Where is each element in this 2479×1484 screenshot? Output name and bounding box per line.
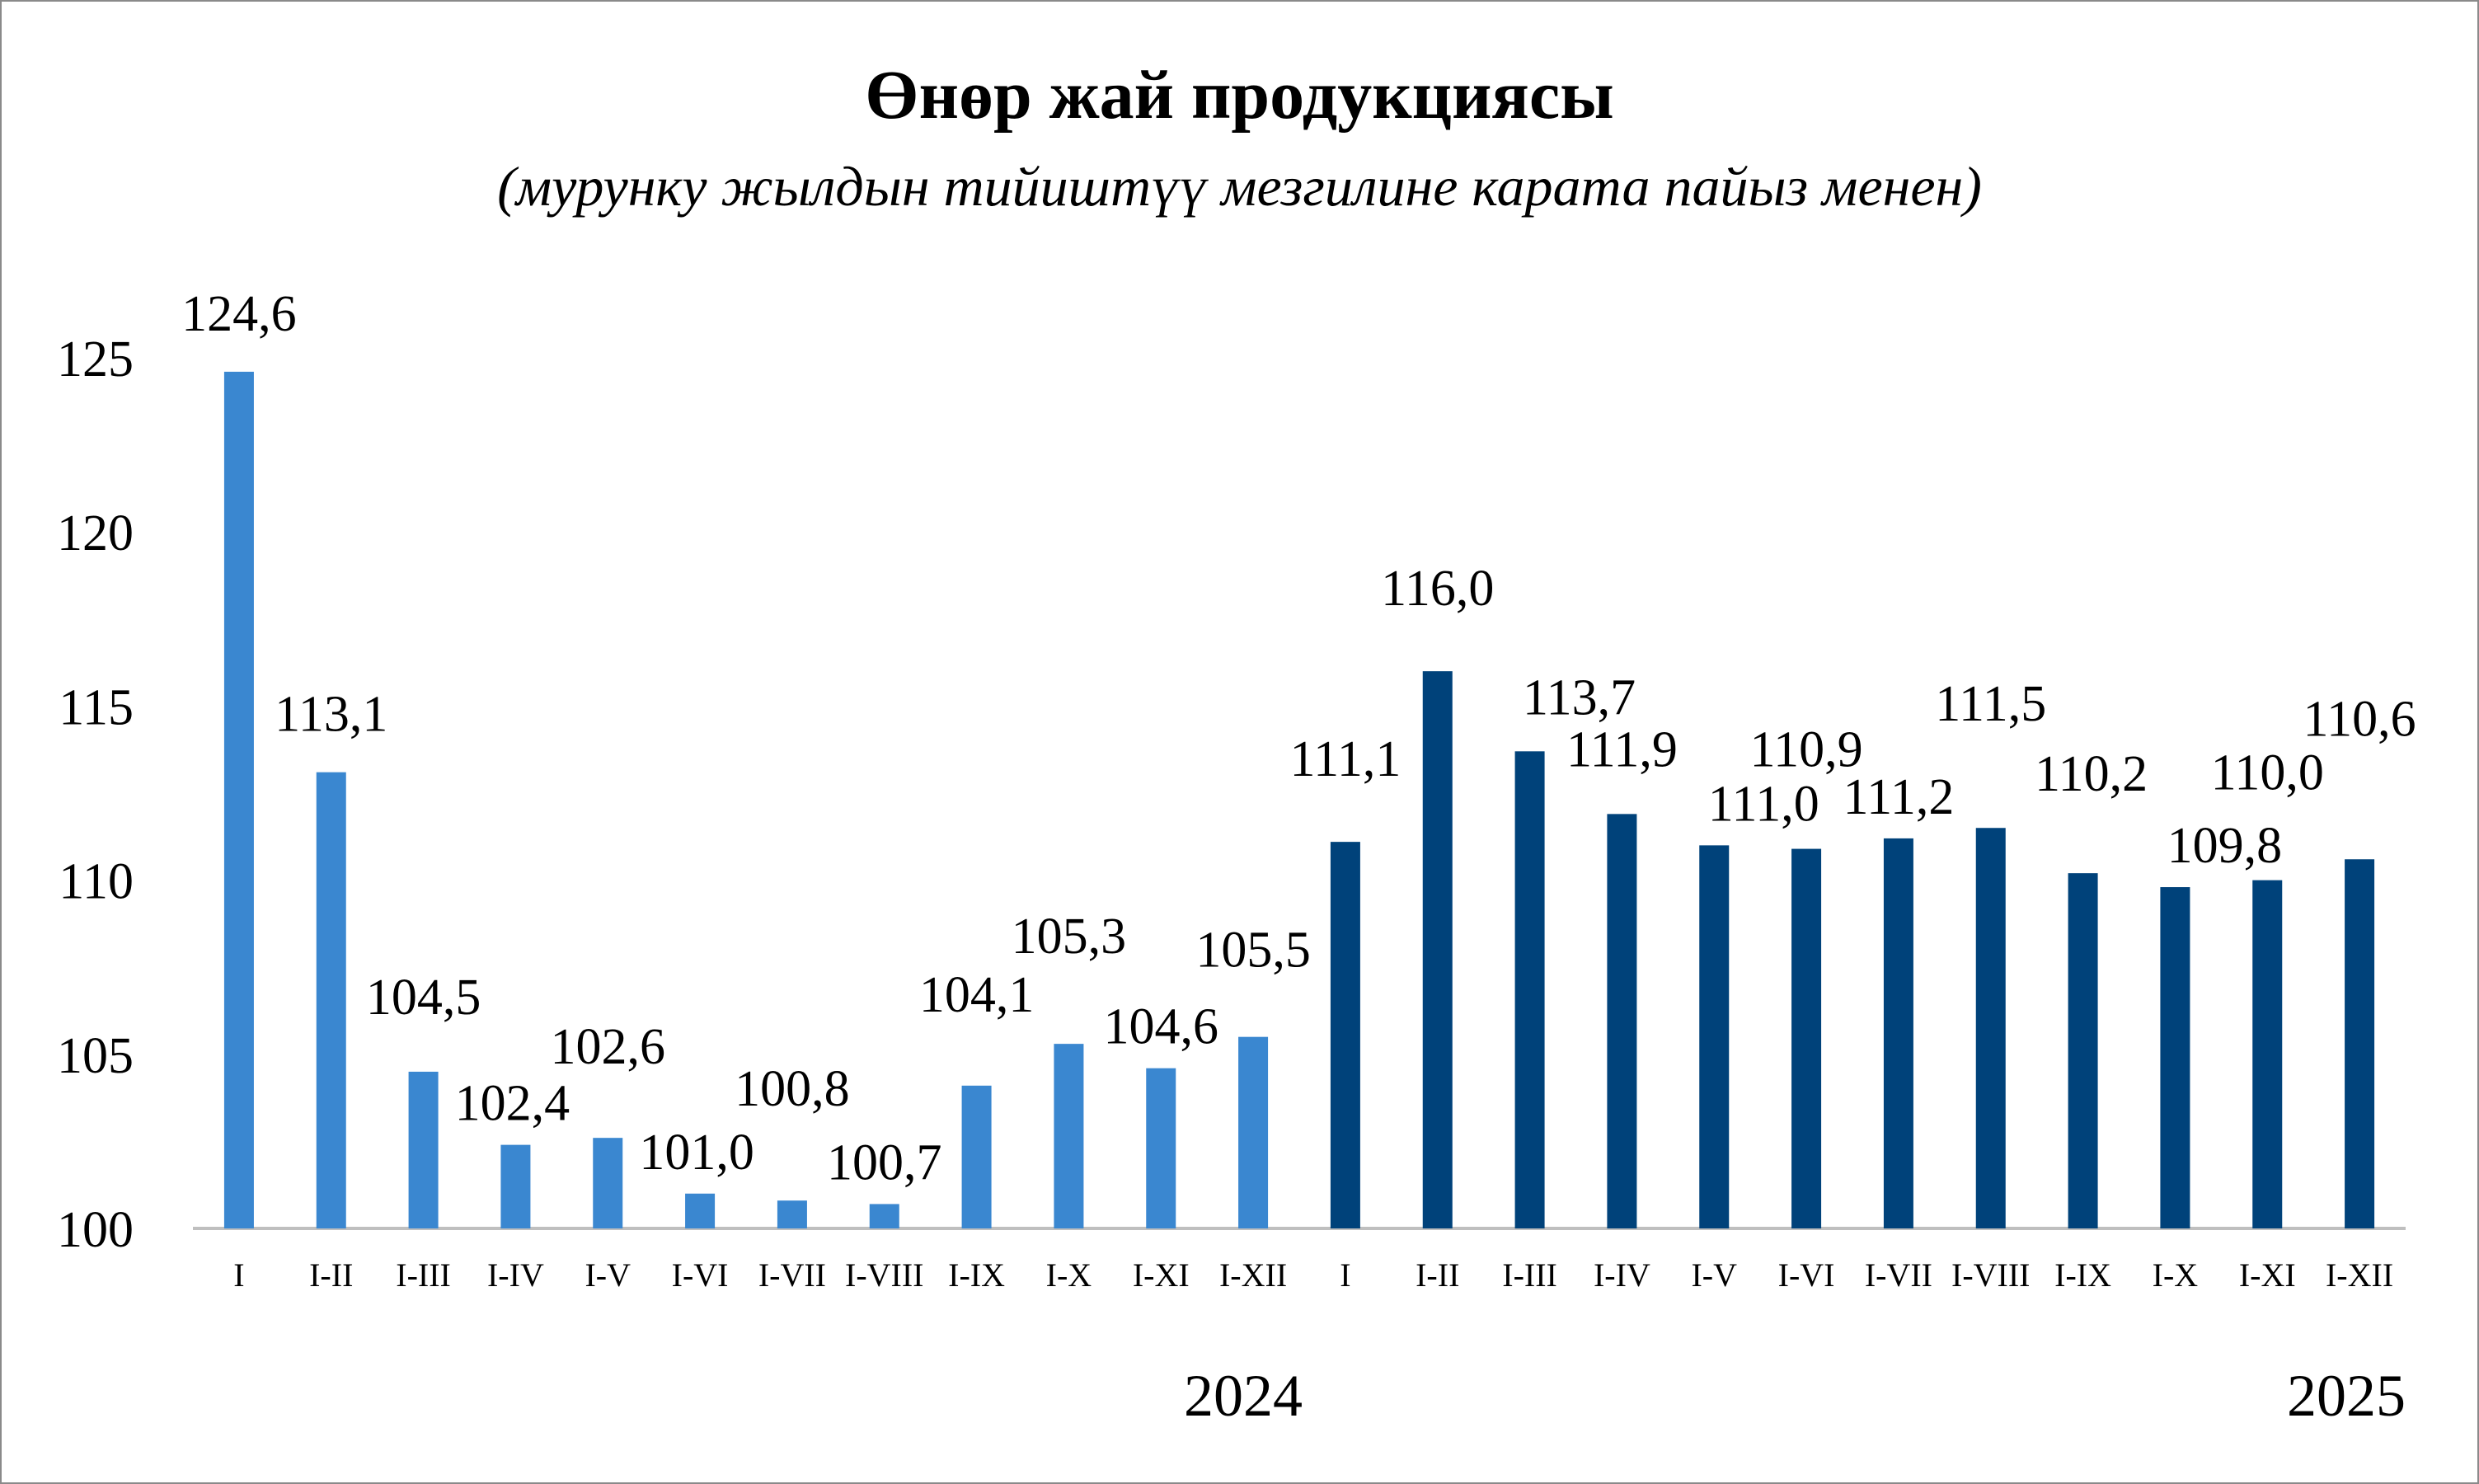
y-tick-label: 110 <box>59 854 134 910</box>
bar <box>1975 828 2006 1228</box>
bar <box>869 1204 899 1228</box>
bar-value-label: 116,0 <box>1381 561 1494 617</box>
bar <box>500 1144 531 1228</box>
bar-value-label: 111,2 <box>1843 769 1954 825</box>
bar-value-label: 111,5 <box>1935 676 2046 732</box>
bar <box>593 1138 623 1228</box>
bar-value-label: 104,1 <box>919 967 1035 1023</box>
y-tick-label: 100 <box>57 1202 134 1258</box>
bar <box>1238 1036 1269 1228</box>
bar-value-label: 110,9 <box>1749 722 1862 778</box>
x-tick-label: I-X <box>1046 1256 1092 1294</box>
x-tick-label: I-IV <box>1594 1256 1650 1294</box>
bar <box>1422 671 1453 1228</box>
bar-value-label: 105,5 <box>1195 923 1311 979</box>
bar <box>1330 842 1360 1228</box>
x-tick-label: I-III <box>1502 1256 1557 1294</box>
y-tick-label: 120 <box>57 505 134 561</box>
x-tick-label: I-VI <box>672 1256 729 1294</box>
bar-value-label: 104,5 <box>366 970 481 1026</box>
bar <box>316 772 346 1228</box>
bar <box>961 1085 992 1228</box>
bar-value-label: 113,1 <box>275 687 387 743</box>
bar <box>1699 845 1730 1228</box>
bar <box>2160 887 2190 1228</box>
x-tick-label: I-IX <box>948 1256 1005 1294</box>
bar-value-label: 110,2 <box>2035 746 2148 802</box>
bar <box>223 371 254 1228</box>
bar-value-label: 124,6 <box>181 286 297 342</box>
x-tick-label: I-X <box>2153 1256 2199 1294</box>
bar-value-label: 100,8 <box>735 1061 850 1117</box>
x-tick-label: I-VIII <box>845 1256 924 1294</box>
bar <box>777 1200 807 1228</box>
bar-value-label: 104,6 <box>1104 999 1219 1055</box>
year-group-label: 2025 <box>2287 1363 2406 1429</box>
y-tick-label: 105 <box>57 1028 134 1084</box>
x-tick-label: I <box>233 1256 244 1294</box>
x-tick-label: I-V <box>1691 1256 1737 1294</box>
bar <box>2345 859 2375 1228</box>
bar <box>1883 838 1913 1228</box>
x-tick-label: I-V <box>585 1256 631 1294</box>
bar-value-label: 100,7 <box>827 1134 942 1190</box>
y-tick-label: 125 <box>57 331 134 387</box>
bar-value-label: 109,8 <box>2167 818 2283 874</box>
bar <box>1146 1068 1176 1228</box>
bar-value-label: 111,1 <box>1289 731 1401 787</box>
bar <box>2252 880 2283 1228</box>
y-tick-label: 115 <box>59 679 134 735</box>
x-tick-label: I-XI <box>1133 1256 1190 1294</box>
chart-subtitle: (мурунку жылдын тийиштүү мезгилине карат… <box>497 155 1982 218</box>
bar <box>2068 873 2098 1228</box>
x-tick-label: I-XI <box>2239 1256 2296 1294</box>
bar-value-label: 105,3 <box>1012 909 1127 965</box>
x-tick-label: I-XII <box>1219 1256 1287 1294</box>
bar <box>408 1071 439 1228</box>
bar-value-label: 110,6 <box>2303 691 2416 747</box>
bar <box>1607 814 1637 1228</box>
bar-value-label: 113,7 <box>1523 669 1636 726</box>
x-tick-label: I <box>1340 1256 1350 1294</box>
bar-value-label: 111,0 <box>1708 776 1819 832</box>
x-tick-label: I-III <box>396 1256 451 1294</box>
bar <box>1514 751 1545 1228</box>
bar <box>685 1193 716 1228</box>
bar-value-label: 111,9 <box>1566 721 1678 777</box>
x-tick-label: I-XII <box>2326 1256 2393 1294</box>
x-tick-label: I-VII <box>1865 1256 1932 1294</box>
year-group-label: 2024 <box>1184 1363 1303 1429</box>
bar-value-label: 102,6 <box>551 1019 666 1075</box>
chart-title: Өнөр жай продукциясы <box>865 57 1614 134</box>
x-tick-label: I-IX <box>2054 1256 2111 1294</box>
bar <box>1054 1044 1084 1228</box>
x-tick-label: I-IV <box>487 1256 544 1294</box>
x-tick-label: I-II <box>309 1256 353 1294</box>
x-tick-label: I-VIII <box>1951 1256 2031 1294</box>
bar-value-label: 110,0 <box>2211 745 2324 801</box>
bar-value-label: 101,0 <box>639 1125 754 1181</box>
x-tick-label: I-II <box>1416 1256 1459 1294</box>
bar <box>1791 848 1822 1228</box>
bar-value-label: 102,4 <box>455 1076 570 1132</box>
x-tick-label: I-VII <box>758 1256 826 1294</box>
x-tick-label: I-VI <box>1778 1256 1835 1294</box>
